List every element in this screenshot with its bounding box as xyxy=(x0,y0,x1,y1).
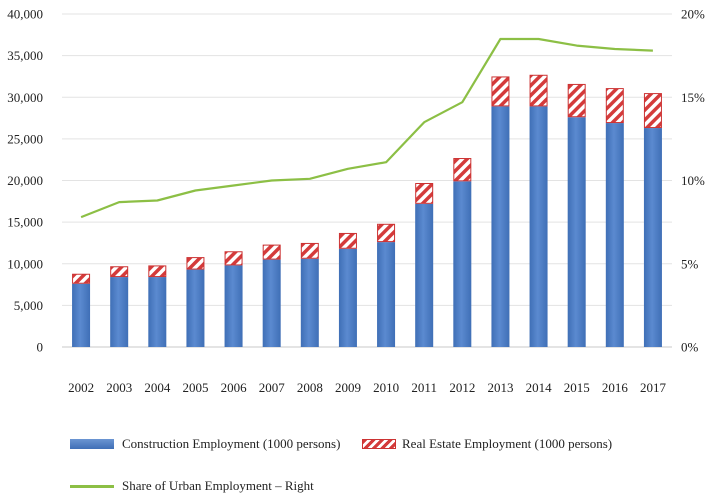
real-estate-bar xyxy=(643,93,662,129)
left-tick-label: 40,000 xyxy=(7,7,43,22)
real-estate-bar xyxy=(377,223,396,243)
left-tick-label: 25,000 xyxy=(7,131,43,146)
right-tick-label: 10% xyxy=(681,173,705,188)
x-tick-label: 2016 xyxy=(602,380,629,395)
construction-bar xyxy=(415,203,434,347)
legend-label-construction: Construction Employment (1000 persons) xyxy=(122,436,341,451)
construction-bar xyxy=(605,123,624,348)
construction-bar xyxy=(300,258,319,347)
real-estate-bar xyxy=(415,182,434,204)
x-tick-label: 2002 xyxy=(68,380,94,395)
real-estate-bar xyxy=(453,158,472,182)
x-tick-label: 2003 xyxy=(106,380,132,395)
legend-construction: Construction Employment (1000 persons) xyxy=(70,436,340,452)
right-axis-ticks: 0% 5% 10% 15% 20% xyxy=(681,7,705,355)
real-estate-bar xyxy=(148,265,167,278)
real-estate-bar xyxy=(262,244,281,260)
real-estate-bar xyxy=(72,273,91,284)
x-tick-label: 2007 xyxy=(259,380,286,395)
right-tick-label: 5% xyxy=(681,256,699,271)
construction-bar xyxy=(453,181,472,347)
legend-swatch-real-estate xyxy=(362,439,396,449)
construction-bar xyxy=(72,283,91,347)
right-tick-label: 0% xyxy=(681,340,699,355)
construction-bar xyxy=(529,106,548,347)
x-tick-label: 2011 xyxy=(411,380,437,395)
legend-share: Share of Urban Employment – Right xyxy=(70,478,314,494)
construction-bar xyxy=(262,259,281,347)
share-line-path xyxy=(80,37,653,219)
x-tick-label: 2004 xyxy=(144,380,171,395)
left-tick-label: 0 xyxy=(37,340,44,355)
x-tick-label: 2006 xyxy=(221,380,248,395)
construction-bar xyxy=(377,242,396,347)
x-tick-label: 2005 xyxy=(182,380,208,395)
x-tick-label: 2013 xyxy=(487,380,513,395)
left-tick-label: 10,000 xyxy=(7,256,43,271)
real-estate-bar xyxy=(491,76,510,107)
construction-bar xyxy=(338,248,357,347)
left-tick-label: 5,000 xyxy=(14,298,43,313)
construction-bar xyxy=(224,265,243,347)
legend-real-estate: Real Estate Employment (1000 persons) xyxy=(362,436,612,452)
x-axis-ticks: 2002 2003 2004 2005 2006 2007 2008 2009 2010 2011… xyxy=(68,380,666,395)
real-estate-bar xyxy=(605,88,624,124)
construction-bar xyxy=(148,277,167,347)
legend-swatch-share xyxy=(70,484,114,488)
x-tick-label: 2015 xyxy=(564,380,590,395)
x-tick-label: 2009 xyxy=(335,380,361,395)
construction-bar xyxy=(491,106,510,347)
construction-bar xyxy=(110,277,129,347)
real-estate-bar xyxy=(338,232,357,249)
x-tick-label: 2010 xyxy=(373,380,399,395)
real-estate-bar xyxy=(186,257,205,270)
bars xyxy=(72,74,662,348)
real-estate-bar xyxy=(110,266,129,278)
real-estate-bar xyxy=(224,251,243,266)
legend-label-real-estate: Real Estate Employment (1000 persons) xyxy=(402,436,613,451)
x-tick-label: 2008 xyxy=(297,380,323,395)
x-tick-label: 2017 xyxy=(640,380,667,395)
real-estate-bar xyxy=(300,242,319,259)
left-tick-label: 30,000 xyxy=(7,90,43,105)
x-tick-label: 2014 xyxy=(526,380,553,395)
real-estate-bar xyxy=(567,83,586,118)
left-tick-label: 15,000 xyxy=(7,215,43,230)
right-tick-label: 20% xyxy=(681,7,705,22)
construction-bar xyxy=(186,269,205,347)
legend-swatch-construction xyxy=(70,439,114,449)
right-tick-label: 15% xyxy=(681,90,705,105)
left-tick-label: 35,000 xyxy=(7,48,43,63)
left-axis-ticks: 0 5,000 10,000 15,000 20,000 25,000 30,000 35,0… xyxy=(7,7,43,355)
x-tick-label: 2012 xyxy=(449,380,475,395)
construction-bar xyxy=(643,128,662,347)
legend-label-share: Share of Urban Employment – Right xyxy=(122,478,314,493)
share-line xyxy=(80,37,653,219)
construction-bar xyxy=(567,117,586,347)
real-estate-bar xyxy=(529,74,548,107)
left-tick-label: 20,000 xyxy=(7,173,43,188)
